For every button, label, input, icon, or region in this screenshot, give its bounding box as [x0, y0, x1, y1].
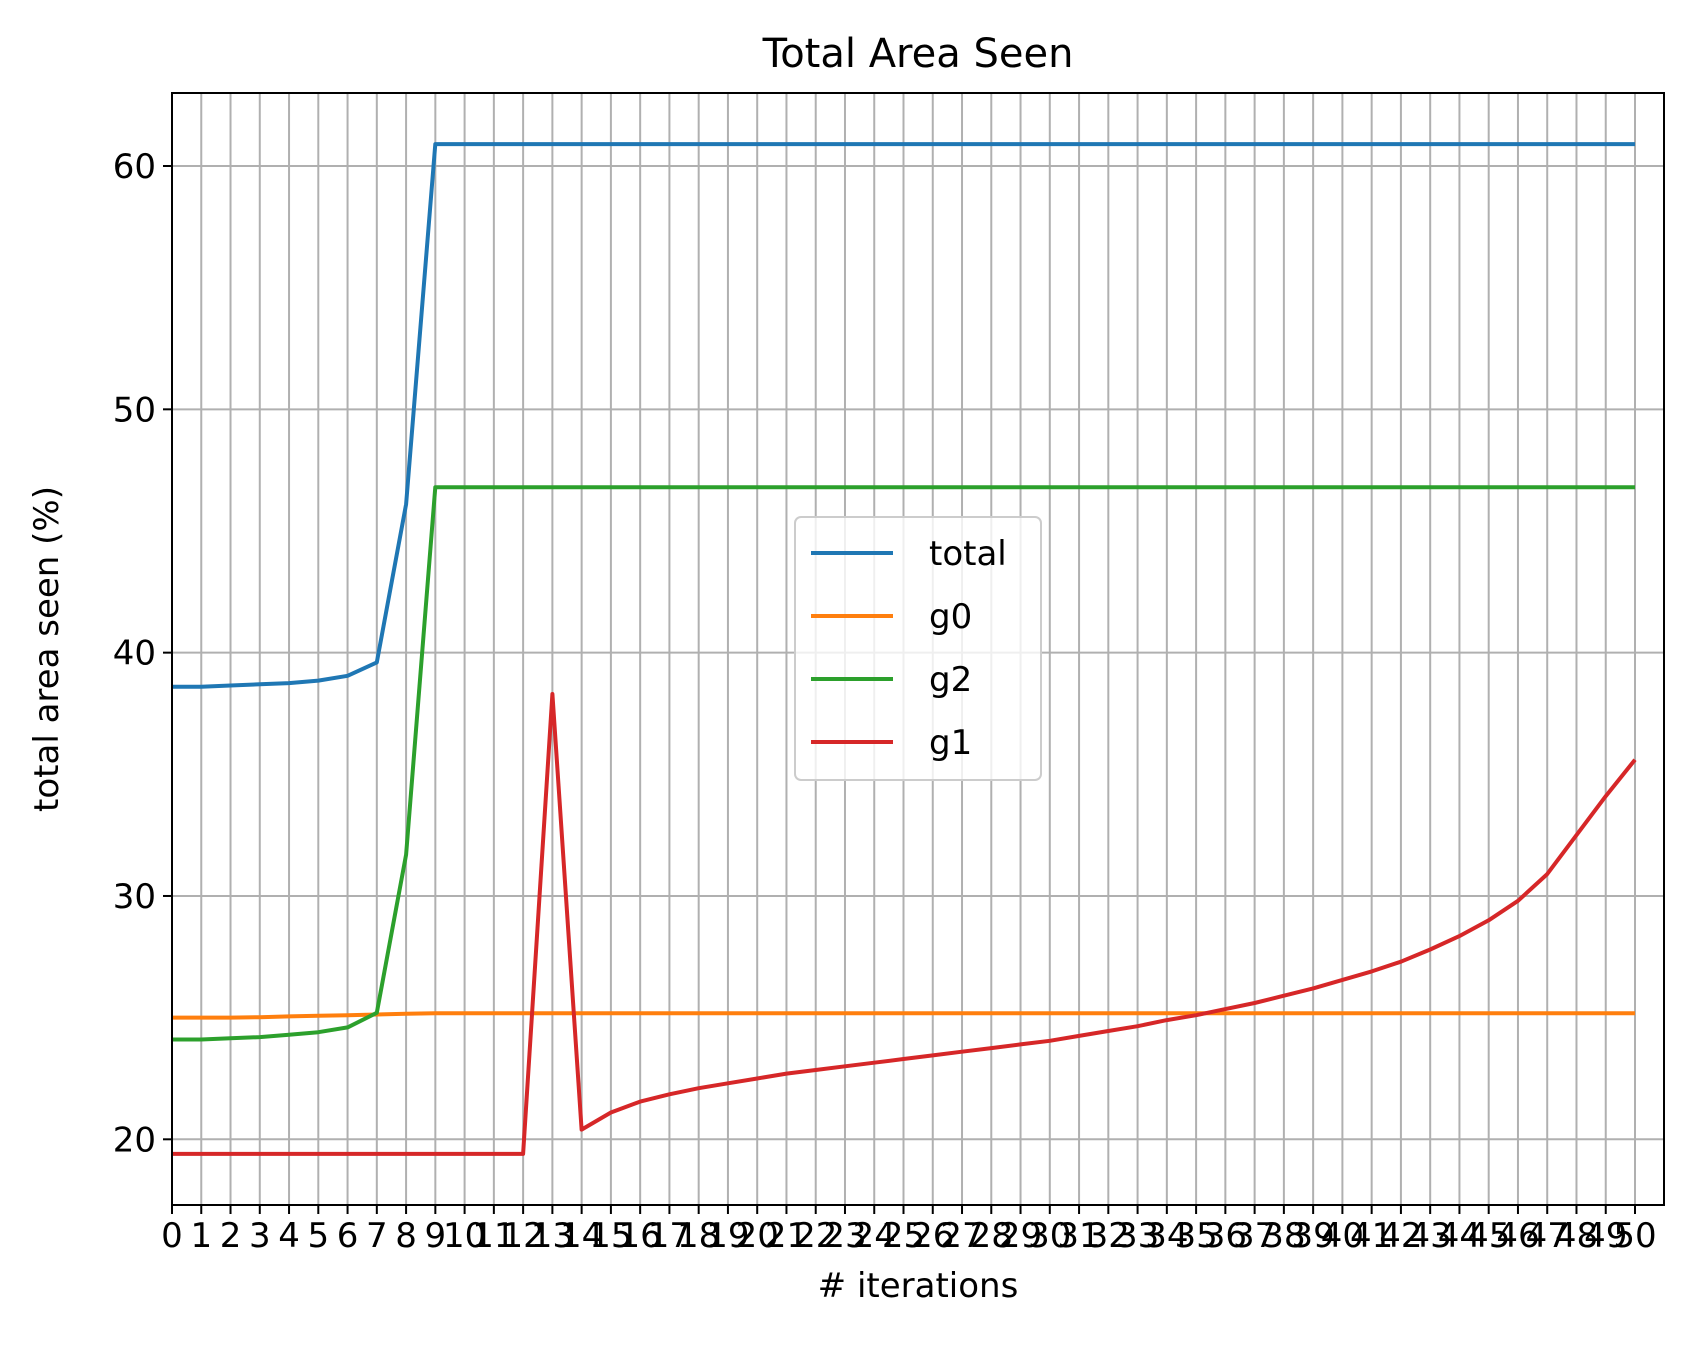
- y-axis-label: total area seen (%): [27, 486, 67, 812]
- x-tick-label: 6: [337, 1216, 359, 1256]
- chart-title: Total Area Seen: [762, 31, 1074, 77]
- legend-label-total: total: [929, 534, 1007, 574]
- y-tick-label: 50: [113, 390, 156, 430]
- x-tick-label: 0: [161, 1216, 183, 1256]
- x-tick-label: 11: [472, 1216, 515, 1256]
- series-lines: [172, 142, 1637, 1156]
- x-axis-ticks: 0 1 2 3 4 5 6 7 8 9101112131415161718192021222324…: [161, 1205, 1657, 1256]
- x-tick-label: 44: [1438, 1216, 1481, 1256]
- x-axis-label: # iterations: [818, 1266, 1019, 1306]
- x-tick-label: 7: [366, 1216, 388, 1256]
- x-tick-label: 14: [560, 1216, 603, 1256]
- x-tick-label: 19: [706, 1216, 749, 1256]
- x-tick-label: 12: [501, 1216, 544, 1256]
- series-line-total: [172, 142, 1635, 689]
- x-tick-label: 1: [190, 1216, 212, 1256]
- x-tick-label: 32: [1087, 1216, 1130, 1256]
- x-tick-label: 2: [220, 1216, 242, 1256]
- x-tick-label: 46: [1496, 1216, 1539, 1256]
- legend-label-g1: g1: [929, 723, 972, 763]
- x-tick-label: 4: [278, 1216, 300, 1256]
- legend-box: [794, 516, 1042, 781]
- x-tick-label: 9: [425, 1216, 447, 1256]
- x-tick-label: 31: [1057, 1216, 1100, 1256]
- series-line-g1: [172, 692, 1637, 1156]
- legend: total g0 g2 g1: [794, 516, 1042, 781]
- x-tick-label: 18: [677, 1216, 720, 1256]
- x-tick-label: 43: [1409, 1216, 1452, 1256]
- x-tick-label: 30: [1028, 1216, 1071, 1256]
- x-tick-label: 45: [1467, 1216, 1510, 1256]
- x-tick-label: 27: [940, 1216, 983, 1256]
- x-tick-label: 24: [853, 1216, 896, 1256]
- x-tick-label: 20: [736, 1216, 779, 1256]
- x-tick-label: 25: [882, 1216, 925, 1256]
- x-tick-label: 50: [1613, 1216, 1656, 1256]
- series-line-g2: [172, 485, 1635, 1042]
- x-tick-label: 29: [999, 1216, 1042, 1256]
- x-tick-label: 10: [443, 1216, 486, 1256]
- legend-label-g2: g2: [929, 660, 972, 700]
- x-tick-label: 37: [1233, 1216, 1276, 1256]
- x-tick-label: 35: [1174, 1216, 1217, 1256]
- x-tick-label: 36: [1204, 1216, 1247, 1256]
- x-tick-label: 38: [1262, 1216, 1305, 1256]
- x-tick-label: 39: [1292, 1216, 1335, 1256]
- x-tick-label: 40: [1321, 1216, 1364, 1256]
- series-line-g0: [172, 1011, 1635, 1020]
- x-tick-label: 42: [1379, 1216, 1422, 1256]
- x-tick-label: 13: [531, 1216, 574, 1256]
- x-tick-label: 49: [1584, 1216, 1627, 1256]
- x-tick-label: 17: [648, 1216, 691, 1256]
- x-tick-label: 28: [970, 1216, 1013, 1256]
- x-tick-label: 34: [1145, 1216, 1188, 1256]
- x-tick-label: 21: [765, 1216, 808, 1256]
- x-tick-label: 48: [1555, 1216, 1598, 1256]
- y-tick-label: 30: [113, 877, 156, 917]
- y-tick-label: 60: [113, 147, 156, 187]
- y-axis-ticks: 20 30 40 50 60: [113, 147, 172, 1160]
- x-tick-label: 26: [911, 1216, 954, 1256]
- y-tick-label: 20: [113, 1120, 156, 1160]
- y-tick-label: 40: [113, 634, 156, 674]
- x-tick-label: 8: [395, 1216, 417, 1256]
- x-tick-label: 15: [589, 1216, 632, 1256]
- x-tick-label: 5: [307, 1216, 329, 1256]
- x-tick-label: 23: [823, 1216, 866, 1256]
- x-tick-label: 47: [1526, 1216, 1569, 1256]
- x-tick-label: 3: [249, 1216, 271, 1256]
- x-tick-label: 33: [1116, 1216, 1159, 1256]
- x-tick-label: 22: [794, 1216, 837, 1256]
- legend-label-g0: g0: [929, 597, 972, 637]
- x-tick-label: 41: [1350, 1216, 1393, 1256]
- plot-frame: [171, 92, 1665, 1206]
- x-tick-label: 16: [619, 1216, 662, 1256]
